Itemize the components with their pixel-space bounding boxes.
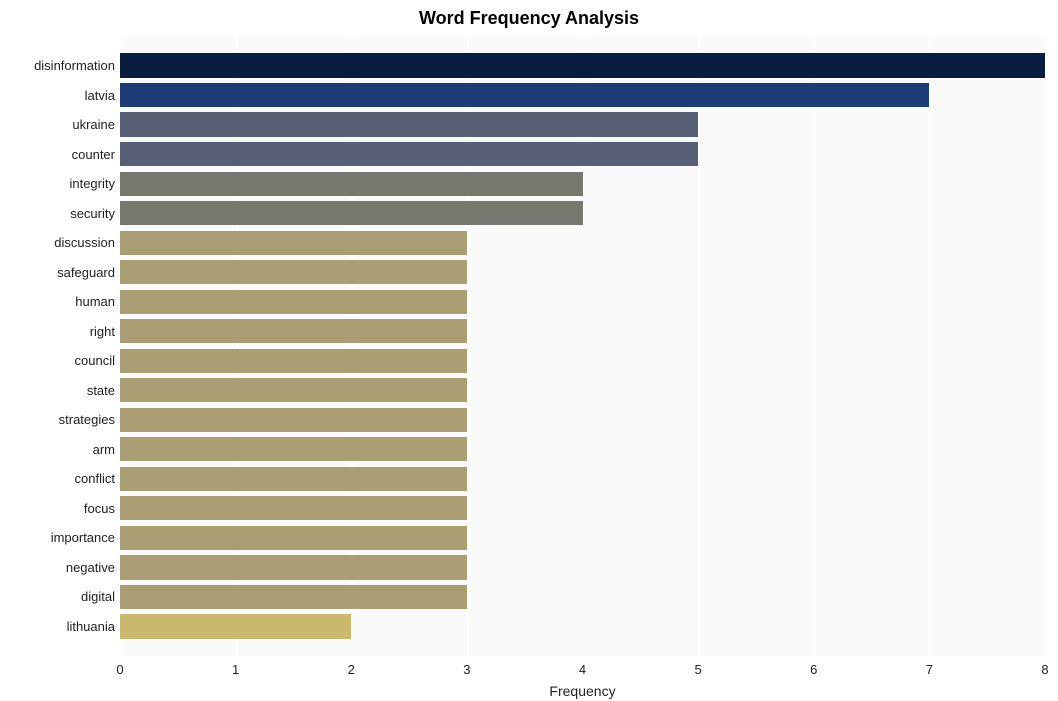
y-tick-label: right [90,324,115,339]
x-tick-label: 4 [579,662,586,677]
bar [120,349,467,373]
bar-row [120,614,1045,638]
bar [120,585,467,609]
x-tick-label: 3 [463,662,470,677]
y-tick-label: arm [93,442,115,457]
y-tick-label: council [75,353,115,368]
x-tick-label: 6 [810,662,817,677]
x-tick-label: 7 [926,662,933,677]
y-tick-label: counter [72,147,115,162]
bar [120,467,467,491]
chart-title: Word Frequency Analysis [0,8,1058,29]
y-tick-label: ukraine [72,117,115,132]
x-axis-title: Frequency [120,683,1045,699]
y-tick-label: state [87,383,115,398]
bar [120,172,583,196]
bar [120,201,583,225]
bar-row [120,555,1045,579]
bar-row [120,172,1045,196]
bar [120,83,929,107]
x-tick-label: 8 [1041,662,1048,677]
x-tick-label: 1 [232,662,239,677]
bar [120,231,467,255]
bar-row [120,260,1045,284]
bar-row [120,290,1045,314]
plot-area [120,36,1045,656]
y-tick-label: strategies [59,412,115,427]
y-tick-label: discussion [54,235,115,250]
bar [120,112,698,136]
x-tick-label: 2 [348,662,355,677]
y-tick-label: safeguard [57,265,115,280]
bar [120,496,467,520]
y-tick-label: integrity [69,176,115,191]
x-tick-label: 0 [116,662,123,677]
bar [120,614,351,638]
y-tick-label: negative [66,560,115,575]
bar-row [120,142,1045,166]
bar [120,408,467,432]
bar [120,526,467,550]
bar-row [120,585,1045,609]
bar-row [120,53,1045,77]
bar-row [120,319,1045,343]
bar-row [120,201,1045,225]
bar-row [120,408,1045,432]
bar-row [120,231,1045,255]
bar [120,260,467,284]
y-tick-label: digital [81,589,115,604]
y-tick-label: lithuania [67,619,115,634]
bar-row [120,526,1045,550]
bar-row [120,437,1045,461]
y-tick-label: conflict [75,471,115,486]
bar [120,53,1045,77]
bar [120,378,467,402]
bar [120,437,467,461]
bar [120,319,467,343]
chart-container: Word Frequency Analysis disinformation la… [0,0,1058,701]
y-tick-label: latvia [85,88,115,103]
bar-row [120,378,1045,402]
bar [120,290,467,314]
gridline [1045,36,1047,656]
y-tick-label: human [75,294,115,309]
y-tick-label: importance [51,530,115,545]
bar-row [120,83,1045,107]
y-tick-label: security [70,206,115,221]
y-tick-label: focus [84,501,115,516]
x-tick-label: 5 [695,662,702,677]
bar-row [120,467,1045,491]
bar [120,555,467,579]
bar-row [120,496,1045,520]
y-tick-label: disinformation [34,58,115,73]
bar-row [120,112,1045,136]
bar-row [120,349,1045,373]
bar [120,142,698,166]
